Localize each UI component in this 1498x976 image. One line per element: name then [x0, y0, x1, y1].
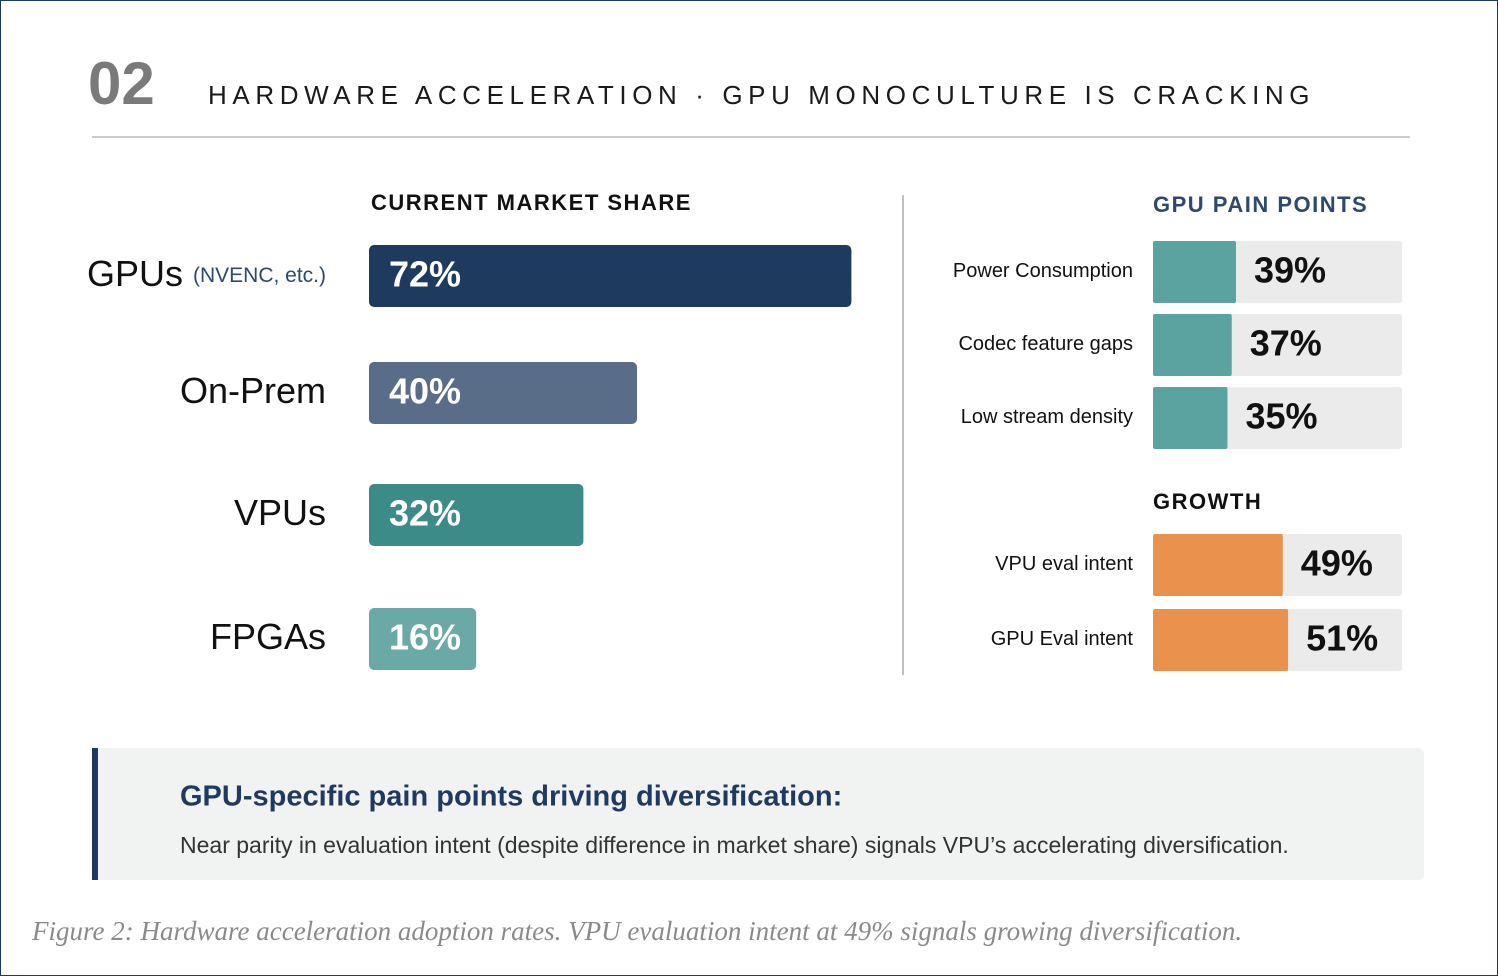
category-label: GPU Eval intent — [991, 628, 1134, 650]
bar — [369, 484, 584, 546]
section-title: HARDWARE ACCELERATION · GPU MONOCULTURE … — [208, 80, 1315, 110]
category-label: Low stream density — [961, 406, 1133, 428]
bar — [1153, 387, 1228, 449]
bar — [1153, 609, 1289, 671]
category-label: On-Prem — [180, 370, 326, 411]
value-label: 40% — [389, 371, 461, 412]
value-label: 39% — [1254, 250, 1326, 291]
category-name: FPGAs — [210, 616, 326, 657]
category-name: Low stream density — [961, 406, 1133, 428]
category-name: GPU Eval intent — [991, 628, 1134, 650]
category-label: Power Consumption — [953, 260, 1133, 282]
category-note: (NVENC, etc.) — [193, 264, 326, 287]
value-label: 37% — [1250, 323, 1322, 364]
bar — [1153, 241, 1236, 303]
category-label: FPGAs — [210, 616, 326, 657]
category-name: GPUs — [87, 253, 183, 294]
bar — [369, 608, 477, 670]
value-label: 49% — [1301, 543, 1373, 584]
chart-title: CURRENT MARKET SHARE — [371, 190, 692, 215]
value-label: 72% — [389, 254, 461, 295]
category-label: Codec feature gaps — [958, 333, 1133, 355]
category-label: VPU eval intent — [995, 553, 1133, 575]
bar — [369, 245, 852, 307]
section-number: 02 — [88, 50, 155, 117]
callout-box — [92, 748, 1424, 880]
caption: Figure 2: Hardware acceleration adoption… — [31, 916, 1242, 946]
callout-text: Near parity in evaluation intent (despit… — [180, 832, 1289, 858]
category-label: GPUs (NVENC, etc.) — [87, 253, 326, 294]
bar — [369, 362, 637, 424]
category-name: Power Consumption — [953, 260, 1133, 282]
category-name: VPUs — [234, 492, 326, 533]
category-label: VPUs — [234, 492, 326, 533]
callout-accent — [92, 748, 98, 880]
category-name: Codec feature gaps — [958, 333, 1133, 355]
chart-title: GROWTH — [1153, 489, 1262, 514]
callout-title: GPU-specific pain points driving diversi… — [180, 781, 842, 813]
value-label: 32% — [389, 493, 461, 534]
bar — [1153, 534, 1283, 596]
category-name: On-Prem — [180, 370, 326, 411]
value-label: 16% — [389, 617, 461, 658]
value-label: 51% — [1306, 618, 1378, 659]
value-label: 35% — [1245, 396, 1317, 437]
category-name: VPU eval intent — [995, 553, 1133, 575]
chart-title: GPU PAIN POINTS — [1153, 192, 1368, 217]
bar — [1153, 314, 1232, 376]
